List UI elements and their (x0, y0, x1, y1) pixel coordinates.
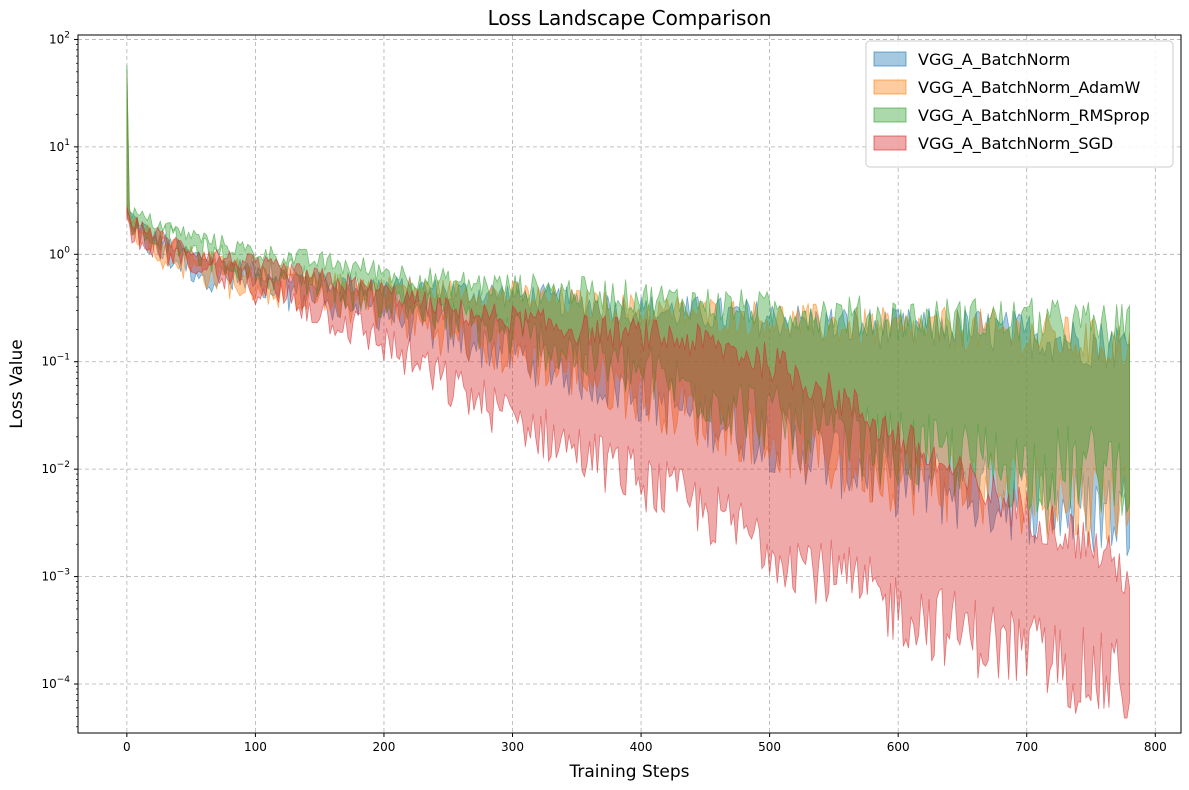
legend-swatch (873, 51, 907, 67)
chart-title: Loss Landscape Comparison (488, 6, 772, 30)
x-tick-label: 700 (1015, 740, 1038, 754)
x-axis-title: Training Steps (568, 762, 689, 782)
legend-label: VGG_A_BatchNorm_RMSprop (918, 106, 1150, 126)
x-tick-label: 400 (630, 740, 653, 754)
series-area-4 (126, 206, 1130, 719)
legend-swatch (873, 107, 907, 123)
y-tick-label: 10−3 (41, 568, 70, 584)
x-tick-label: 800 (1144, 740, 1167, 754)
series-area-3 (126, 64, 1130, 516)
legend-box (865, 40, 1174, 168)
x-tick-label: 300 (501, 740, 524, 754)
x-tick-label: 500 (758, 740, 781, 754)
y-tick-label: 10−2 (41, 460, 70, 476)
legend: VGG_A_BatchNorm VGG_A_BatchNorm_AdamW VGG_… (865, 40, 1174, 168)
y-axis-title: Loss Value (7, 339, 27, 428)
x-tick-label: 200 (373, 740, 396, 754)
axis-ticks: 0 100 200 300 400 500 600 700 800 10−4 10−3 10−2 10−… (41, 30, 1166, 754)
axes-frame (77, 34, 1182, 734)
x-tick-label: 100 (244, 740, 267, 754)
legend-label: VGG_A_BatchNorm_AdamW (918, 78, 1141, 98)
series-areas (126, 64, 1130, 719)
x-tick-label: 600 (887, 740, 910, 754)
y-tick-label: 10−4 (41, 675, 70, 691)
y-tick-label: 10−1 (41, 353, 70, 369)
y-tick-label: 102 (49, 30, 70, 46)
legend-label: VGG_A_BatchNorm_SGD (918, 134, 1113, 154)
y-tick-label: 100 (49, 245, 70, 261)
legend-swatch (873, 79, 907, 95)
y-tick-label: 101 (49, 138, 70, 154)
x-tick-label: 0 (123, 740, 131, 754)
legend-swatch (873, 135, 907, 151)
legend-label: VGG_A_BatchNorm (918, 50, 1070, 70)
series-area-2 (126, 71, 1130, 547)
